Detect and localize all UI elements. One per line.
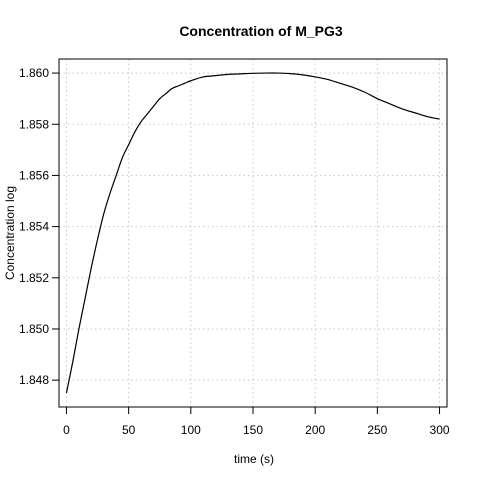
series-line — [65, 72, 440, 394]
y-tick-label: 1.858 — [19, 117, 49, 131]
y-tick-label: 1.854 — [19, 220, 49, 234]
y-tick-label: 1.852 — [19, 271, 49, 285]
x-tick-label: 300 — [430, 423, 450, 437]
y-tick-label: 1.856 — [19, 168, 49, 182]
y-tick-label: 1.850 — [19, 322, 49, 336]
x-tick-label: 250 — [367, 423, 387, 437]
y-axis-label: Concentration log — [3, 186, 17, 280]
chart-title: Concentration of M_PG3 — [179, 23, 343, 39]
x-tick-label: 150 — [243, 423, 263, 437]
y-tick-label: 1.860 — [19, 66, 49, 80]
x-axis-label: time (s) — [234, 452, 274, 466]
y-tick-label: 1.848 — [19, 373, 49, 387]
x-tick-label: 200 — [305, 423, 325, 437]
y-axis: 1.848 1.850 1.852 1.854 1.856 1.858 1.860 — [19, 66, 59, 387]
x-tick-label: 100 — [181, 423, 201, 437]
x-tick-label: 50 — [122, 423, 136, 437]
x-tick-label: 0 — [63, 423, 70, 437]
x-axis: 0 50 100 150 200 250 300 — [63, 407, 450, 437]
